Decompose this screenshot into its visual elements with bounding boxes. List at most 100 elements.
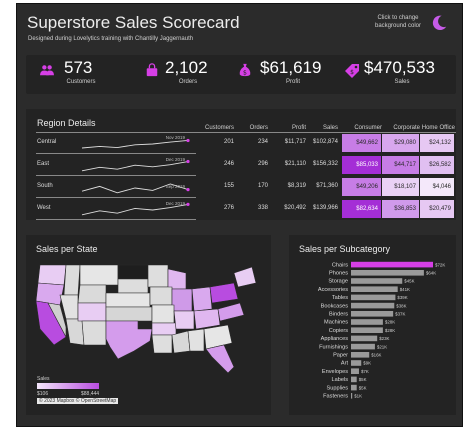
heat-cell-corporate[interactable]: $36,853 (382, 200, 419, 218)
map-state[interactable] (167, 268, 187, 290)
map-state[interactable] (77, 302, 107, 322)
region-sparkline[interactable]: Nov 2019 (78, 134, 196, 154)
map-state[interactable] (81, 320, 107, 346)
subcategory-bar[interactable] (351, 261, 433, 268)
sparkline-peak-label: Sep 2019 (166, 184, 186, 189)
category-label: Art (341, 361, 349, 367)
map-state[interactable] (171, 330, 191, 354)
subcategory-bar[interactable] (351, 278, 403, 284)
map-state[interactable] (147, 264, 169, 288)
map-state[interactable] (63, 264, 81, 296)
heat-cell-home_office[interactable]: $4,046 (420, 178, 454, 196)
subcategory-bar[interactable] (351, 302, 395, 309)
region-row-name[interactable]: Central (37, 139, 57, 145)
heat-cell-home_office[interactable]: $26,582 (420, 156, 454, 174)
subcategory-chart-title: Sales per Subcategory (299, 244, 391, 254)
map-state[interactable] (77, 284, 107, 304)
category-label: Storage (328, 279, 348, 285)
heat-cell-consumer[interactable]: $49,206 (342, 178, 381, 196)
map-state[interactable] (173, 310, 195, 330)
map-state[interactable] (151, 322, 177, 336)
bar-value-label: $38K (396, 303, 406, 308)
column-header[interactable]: Customers (204, 125, 234, 131)
column-header[interactable]: Home Office (421, 125, 455, 131)
subcategory-bar[interactable] (351, 384, 357, 391)
map-state[interactable] (47, 302, 67, 338)
heat-cell-consumer[interactable]: $82,634 (342, 200, 381, 218)
map-state[interactable] (233, 266, 257, 288)
heat-cell-home_office[interactable]: $20,479 (420, 200, 454, 218)
legend-min: $106 (37, 391, 49, 397)
map-state[interactable] (171, 288, 193, 312)
column-header[interactable]: Profit (291, 125, 306, 131)
column-header[interactable]: Corporate (393, 125, 420, 131)
category-label: Phones (329, 271, 348, 277)
subcategory-bar[interactable] (351, 294, 396, 301)
page-title: Superstore Sales Scorecard (27, 13, 240, 32)
map-state[interactable] (187, 328, 205, 352)
bar-value-label: $39K (397, 295, 407, 300)
map-state[interactable] (35, 300, 67, 346)
subcategory-bar[interactable] (351, 343, 375, 350)
map-state[interactable] (151, 304, 175, 324)
region-sparkline[interactable]: Sep 2019 (78, 178, 196, 198)
heat-cell-consumer[interactable]: $85,033 (342, 156, 381, 174)
heat-cell-corporate[interactable]: $18,107 (382, 178, 419, 196)
subcategory-bar[interactable] (351, 327, 383, 333)
map-state[interactable] (79, 264, 119, 286)
subcategory-bar[interactable] (351, 352, 370, 358)
region-row-name[interactable]: East (37, 161, 50, 167)
column-header[interactable]: Sales (322, 125, 338, 131)
map-state[interactable] (203, 324, 233, 350)
table-cell-sales: $139,966 (312, 205, 338, 211)
map-state[interactable] (151, 334, 173, 354)
map-attribution[interactable]: © 2023 Mapbox © OpenStreetMap (37, 398, 119, 404)
map-state[interactable] (105, 320, 153, 360)
map-state[interactable] (217, 302, 245, 322)
region-row-name[interactable]: South (37, 183, 53, 189)
map-state[interactable] (117, 264, 149, 280)
map-state[interactable] (105, 306, 153, 322)
category-label: Copiers (329, 328, 348, 334)
table-cell-orders: 338 (257, 205, 268, 211)
heat-cell-consumer[interactable]: $49,662 (342, 134, 381, 152)
subcategory-bar[interactable] (351, 368, 359, 374)
table-divider (36, 132, 456, 133)
region-sparkline[interactable]: Dec 2019 (78, 200, 196, 220)
map-state[interactable] (205, 344, 235, 374)
map-state[interactable] (65, 318, 85, 346)
map-state[interactable] (105, 292, 151, 308)
svg-text:$: $ (243, 69, 247, 76)
legend-max: $88,444 (81, 391, 100, 397)
moon-icon[interactable] (430, 14, 448, 32)
subcategory-bar[interactable] (351, 393, 353, 399)
bar-value-label: $41K (400, 287, 410, 292)
column-header[interactable]: Orders (249, 125, 268, 131)
subcategory-bar[interactable] (351, 311, 394, 317)
subcategory-bar[interactable] (351, 270, 424, 276)
map-state[interactable] (209, 282, 239, 304)
map-state[interactable] (37, 264, 67, 286)
subcategory-bar[interactable] (351, 286, 398, 292)
map-state[interactable] (191, 286, 213, 312)
subcategory-bar[interactable] (351, 335, 378, 342)
table-cell-orders: 170 (257, 183, 268, 189)
map-state[interactable] (193, 308, 221, 330)
bar-value-label: $45K (404, 279, 414, 284)
map-state[interactable] (117, 278, 149, 294)
sparkline-peak-label: Dec 2019 (166, 157, 186, 162)
subcategory-bar[interactable] (351, 319, 383, 325)
region-sparkline[interactable]: Dec 2019 (78, 156, 196, 176)
map-state[interactable] (149, 286, 173, 306)
sparkline-path (81, 161, 189, 172)
column-header[interactable]: Consumer (354, 125, 382, 131)
subcategory-bar[interactable] (351, 360, 362, 366)
subcategory-bar[interactable] (351, 376, 357, 383)
heat-cell-home_office[interactable]: $24,132 (420, 134, 454, 152)
region-row-name[interactable]: West (37, 205, 51, 211)
bar-value-label: $64K (426, 271, 436, 276)
heat-cell-corporate[interactable]: $29,080 (382, 134, 419, 152)
us-state-map[interactable] (26, 259, 271, 379)
category-label: Machines (324, 320, 348, 326)
heat-cell-corporate[interactable]: $44,717 (382, 156, 419, 174)
